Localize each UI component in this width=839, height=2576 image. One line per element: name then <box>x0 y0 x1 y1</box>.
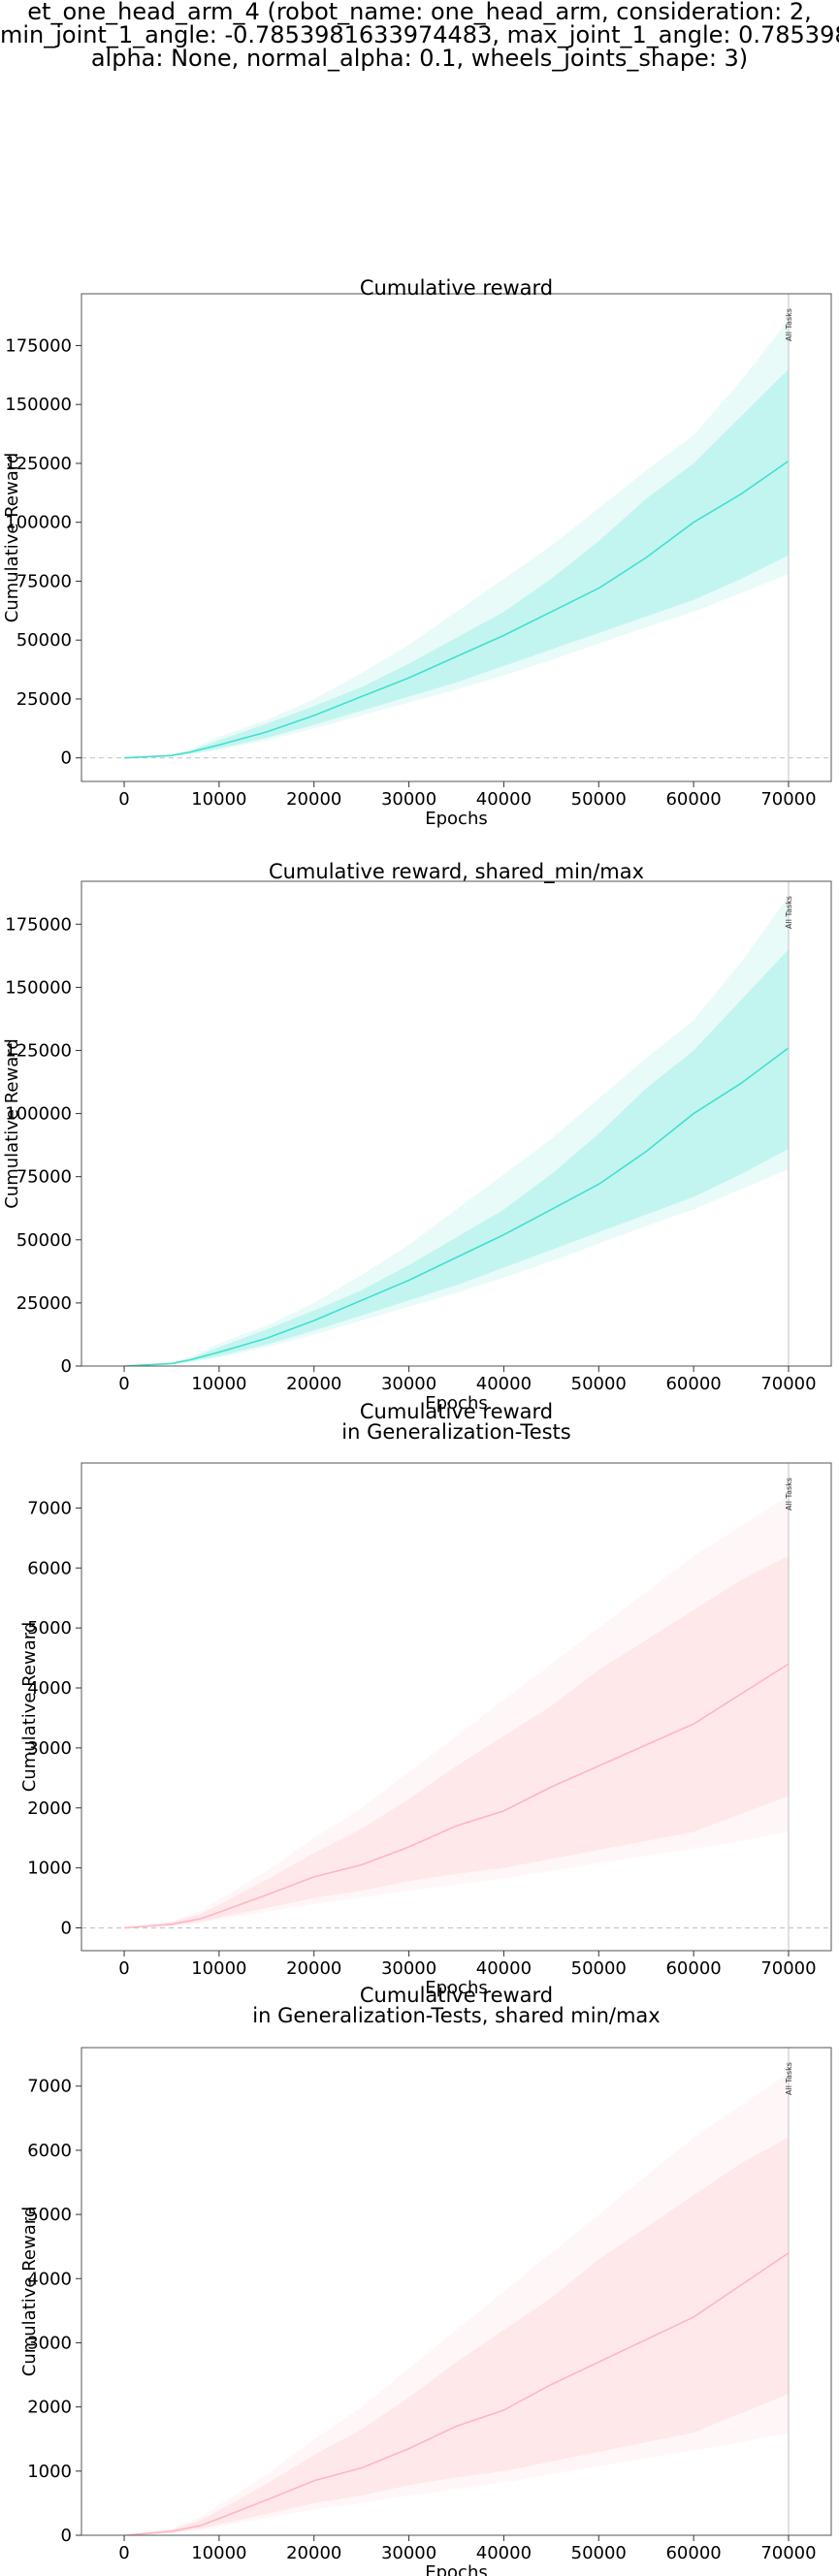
all-tasks-label: All Tasks <box>785 1478 793 1511</box>
x-tick-label: 70000 <box>760 2543 816 2563</box>
y-tick-label: 6000 <box>27 2141 72 2161</box>
x-tick-label: 60000 <box>665 1374 721 1394</box>
all-tasks-label: All Tasks <box>785 2062 793 2095</box>
y-tick-label: 50000 <box>16 1230 72 1251</box>
x-tick-label: 60000 <box>665 789 721 810</box>
x-tick-label: 50000 <box>571 789 627 810</box>
y-tick-label: 175000 <box>5 914 72 935</box>
inner-band <box>124 949 789 1366</box>
x-tick-label: 0 <box>118 2543 129 2563</box>
y-tick-label: 6000 <box>27 1558 72 1578</box>
x-tick-label: 10000 <box>191 789 246 810</box>
y-tick-label: 50000 <box>16 630 72 651</box>
y-tick-label: 25000 <box>16 689 72 710</box>
x-tick-label: 0 <box>118 789 129 810</box>
x-axis-label: Epochs <box>425 2562 488 2576</box>
x-tick-label: 40000 <box>476 1374 532 1394</box>
x-tick-label: 60000 <box>665 1958 721 1979</box>
x-tick-label: 30000 <box>381 1958 436 1979</box>
y-tick-label: 150000 <box>5 395 72 415</box>
plot-area: All Tasks <box>81 294 831 781</box>
y-tick-label: 0 <box>61 2526 72 2546</box>
x-tick-label: 20000 <box>286 1958 341 1979</box>
y-tick-label: 1000 <box>27 2462 72 2482</box>
y-tick-label: 150000 <box>5 977 72 998</box>
x-tick-label: 50000 <box>571 1374 627 1394</box>
x-axis-label: Epochs <box>425 809 488 829</box>
y-tick-label: 2000 <box>27 2398 72 2418</box>
chart-title: Cumulative reward, shared_min/max <box>269 860 644 884</box>
x-tick-label: 20000 <box>286 2543 341 2563</box>
y-axis-label: Cumulative Reward <box>19 1622 40 1793</box>
x-tick-label: 30000 <box>381 789 436 810</box>
y-tick-label: 75000 <box>16 571 72 591</box>
y-tick-label: 25000 <box>16 1293 72 1314</box>
y-tick-label: 7000 <box>27 2077 72 2097</box>
y-tick-label: 7000 <box>27 1498 72 1518</box>
all-tasks-label: All Tasks <box>785 308 793 341</box>
all-tasks-label: All Tasks <box>785 896 793 929</box>
x-tick-label: 60000 <box>665 2543 721 2563</box>
x-tick-label: 50000 <box>571 2543 627 2563</box>
chart-panel: All Tasks 0 10000 20000 30000 40000 50000 60000… <box>2 860 831 1414</box>
x-tick-label: 0 <box>118 1374 129 1394</box>
y-tick-label: 0 <box>61 748 72 769</box>
y-tick-label: 0 <box>61 1356 72 1377</box>
y-tick-label: 0 <box>61 1918 72 1938</box>
x-tick-label: 10000 <box>191 1374 246 1394</box>
plot-area: All Tasks <box>81 1463 831 1951</box>
x-tick-label: 70000 <box>760 1374 816 1394</box>
y-axis-label: Cumulative Reward <box>2 453 22 623</box>
chart-title: in Generalization-Tests, shared min/max <box>252 2004 660 2027</box>
x-tick-label: 10000 <box>191 1958 246 1979</box>
chart-panel: All Tasks 0 10000 20000 30000 40000 50000 60000… <box>2 276 831 829</box>
inner-band <box>124 369 789 758</box>
x-tick-label: 0 <box>118 1958 129 1979</box>
chart-title: Cumulative reward <box>360 276 553 300</box>
y-tick-label: 175000 <box>5 335 72 356</box>
y-tick-label: 1000 <box>27 1859 72 1879</box>
y-tick-label: 2000 <box>27 1798 72 1819</box>
x-tick-label: 50000 <box>571 1958 627 1979</box>
plot-area: All Tasks <box>124 881 793 1366</box>
y-tick-label: 75000 <box>16 1167 72 1188</box>
x-tick-label: 20000 <box>286 1374 341 1394</box>
chart-title: in Generalization-Tests <box>341 1420 570 1444</box>
x-tick-label: 70000 <box>760 1958 816 1979</box>
x-tick-label: 30000 <box>381 1374 436 1394</box>
x-tick-label: 10000 <box>191 2543 246 2563</box>
plot-area: All Tasks <box>124 2048 793 2535</box>
y-axis-label: Cumulative Reward <box>2 1038 22 1209</box>
x-tick-label: 30000 <box>381 2543 436 2563</box>
x-tick-label: 40000 <box>476 1958 532 1979</box>
y-axis-label: Cumulative Reward <box>19 2207 40 2377</box>
x-tick-label: 40000 <box>476 2543 532 2563</box>
x-tick-label: 70000 <box>760 789 816 810</box>
x-tick-label: 40000 <box>476 789 532 810</box>
x-tick-label: 20000 <box>286 789 341 810</box>
